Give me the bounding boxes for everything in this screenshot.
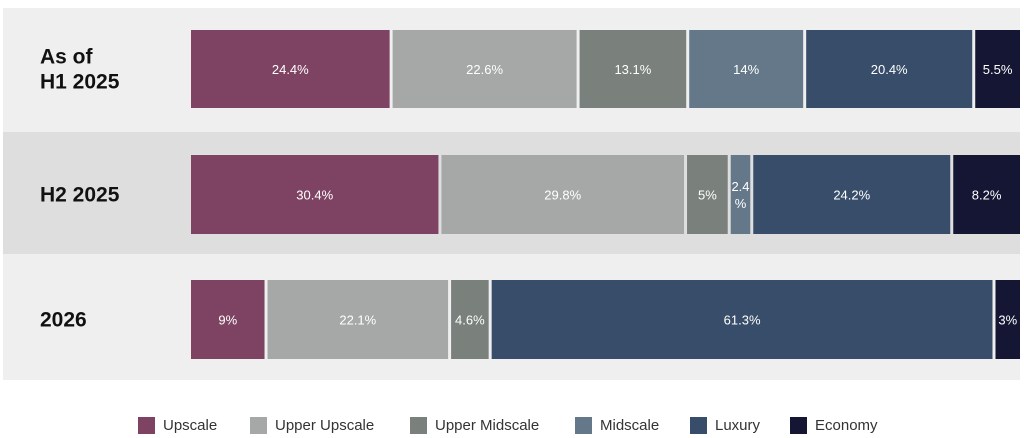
- data-label: 13.1%: [614, 62, 651, 77]
- category-label: As of H1 2025: [40, 46, 120, 94]
- data-label: 5.5%: [983, 62, 1013, 77]
- legend-swatch: [138, 416, 155, 434]
- data-label: 29.8%: [544, 188, 581, 203]
- data-label: 30.4%: [296, 188, 333, 203]
- data-label: 8.2%: [972, 188, 1002, 203]
- legend-label: Upper Upscale: [275, 416, 375, 434]
- bar-segment: [689, 30, 804, 108]
- bar-segment: [995, 280, 1020, 359]
- legend-item: Economy: [790, 414, 878, 436]
- bar-segment: [441, 155, 685, 234]
- category-label: 2026: [40, 309, 87, 332]
- bar-segment: [579, 30, 687, 108]
- bar-segment: [806, 30, 973, 108]
- legend-item: Luxury: [690, 414, 760, 436]
- legend-label: Midscale: [600, 416, 660, 434]
- data-label: 3%: [998, 313, 1017, 328]
- legend-swatch: [575, 416, 592, 434]
- legend-label: Upper Midscale: [435, 416, 540, 434]
- bar-segment: [392, 30, 577, 108]
- data-label: 20.4%: [871, 62, 908, 77]
- bar-segment: [267, 280, 449, 359]
- data-label: 24.4%: [272, 62, 309, 77]
- legend-swatch: [410, 416, 427, 434]
- data-label: 24.2%: [833, 188, 870, 203]
- legend-item: Upper Midscale: [410, 414, 539, 436]
- category-label: H2 2025: [40, 184, 120, 207]
- legend-swatch: [790, 416, 807, 434]
- legend-label: Economy: [815, 416, 878, 434]
- legend-swatch: [690, 416, 707, 434]
- data-label: 22.1%: [339, 313, 376, 328]
- legend-label: Upscale: [163, 416, 218, 434]
- legend-label: Luxury: [715, 416, 761, 434]
- bar-segment: [730, 155, 751, 234]
- bar-segment: [191, 280, 265, 359]
- legend: Upscale Upper Upscale Upper Midscale Midsca…: [0, 414, 1024, 438]
- bar-segment: [491, 280, 993, 359]
- data-label: 9%: [218, 313, 237, 328]
- bar-segment: [191, 155, 439, 234]
- legend-swatch: [250, 416, 267, 434]
- data-label: 14%: [733, 62, 759, 77]
- bar-segment: [953, 155, 1020, 234]
- bar-segment: [687, 155, 728, 234]
- bar-segment: [753, 155, 951, 234]
- data-label: 4.6%: [455, 313, 485, 328]
- bar-segment: [451, 280, 489, 359]
- bar-segment: [975, 30, 1020, 108]
- legend-item: Upper Upscale: [250, 414, 374, 436]
- data-label: 61.3%: [724, 313, 761, 328]
- stacked-bar-chart: As of H1 2025 24.4% 22.6% 13.1% 14% 20.4% 5.5% H…: [3, 8, 1020, 380]
- bar-segment: [191, 30, 390, 108]
- legend-item: Upscale: [138, 414, 217, 436]
- data-label: 22.6%: [466, 62, 503, 77]
- data-label: 5%: [698, 188, 717, 203]
- data-label: 2.4%: [731, 179, 749, 211]
- legend-item: Midscale: [575, 414, 659, 436]
